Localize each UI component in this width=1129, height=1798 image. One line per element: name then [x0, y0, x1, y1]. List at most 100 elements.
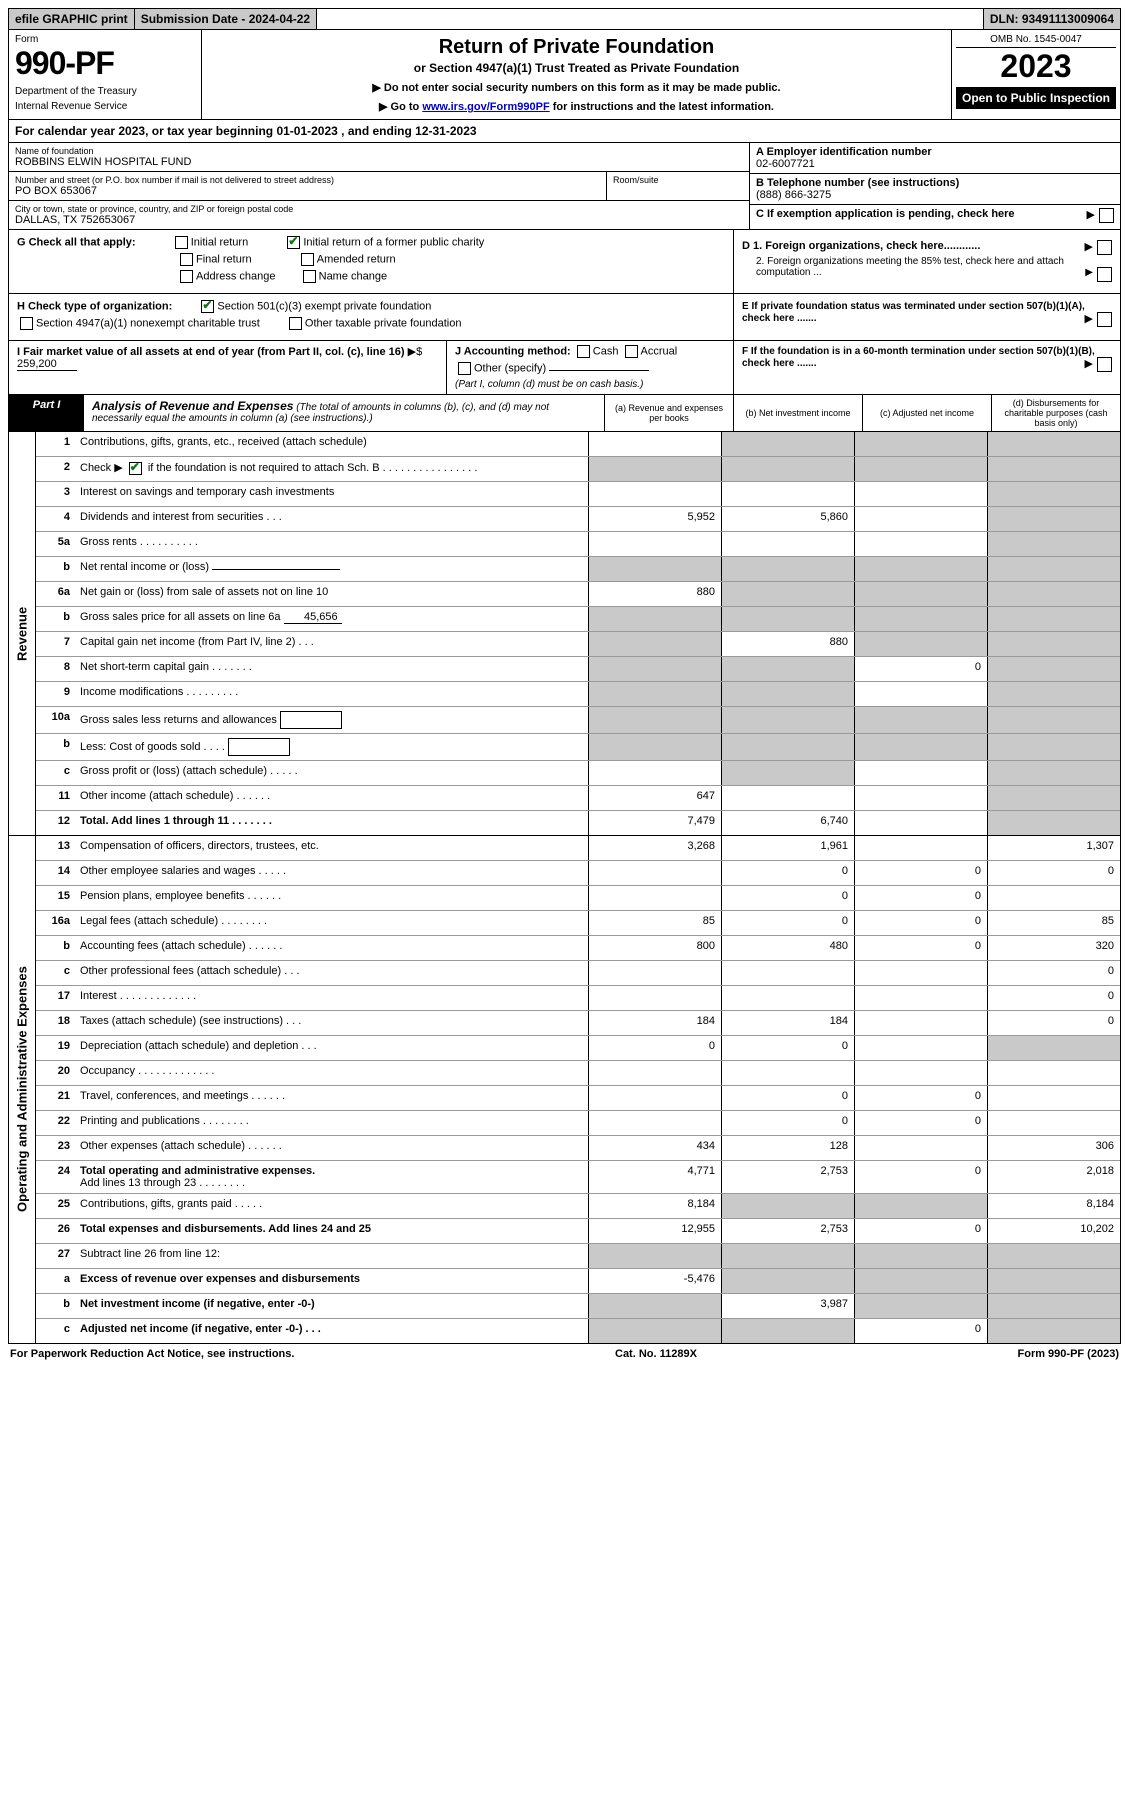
- j-other-input[interactable]: [549, 370, 649, 371]
- cell-d: 320: [987, 936, 1120, 960]
- cell-d: 0: [987, 961, 1120, 985]
- open-public-badge: Open to Public Inspection: [956, 87, 1116, 109]
- h-other-checkbox[interactable]: [289, 317, 302, 330]
- h-501c3-checkbox[interactable]: [201, 300, 214, 313]
- row-num: 1: [36, 432, 76, 456]
- cell-d: [987, 1244, 1120, 1268]
- form-word: Form: [15, 34, 195, 45]
- r2-checkbox[interactable]: [129, 462, 142, 475]
- part1-desc: Analysis of Revenue and Expenses (The to…: [84, 395, 604, 431]
- row-label: Occupancy . . . . . . . . . . . . .: [76, 1061, 588, 1085]
- row-label: Less: Cost of goods sold . . . .: [76, 734, 588, 760]
- addr-value: PO BOX 653067: [15, 185, 600, 197]
- cell-c: 0: [854, 936, 987, 960]
- cell-d: [987, 1086, 1120, 1110]
- r10a-box[interactable]: [280, 711, 342, 729]
- amended-return-checkbox[interactable]: [301, 253, 314, 266]
- d1-checkbox[interactable]: [1097, 240, 1112, 255]
- initial-return-checkbox[interactable]: [175, 236, 188, 249]
- f-checkbox[interactable]: [1097, 357, 1112, 372]
- name-label: Name of foundation: [15, 146, 743, 156]
- cell-c: [854, 432, 987, 456]
- j-other: Other (specify): [474, 362, 546, 374]
- cell-c: 0: [854, 861, 987, 885]
- row-label: Excess of revenue over expenses and disb…: [76, 1269, 588, 1293]
- cell-b: 0: [721, 861, 854, 885]
- row-label: Taxes (attach schedule) (see instruction…: [76, 1011, 588, 1035]
- efile-label[interactable]: efile GRAPHIC print: [9, 9, 135, 29]
- omb-number: OMB No. 1545-0047: [956, 34, 1116, 48]
- row-num: b: [36, 734, 76, 760]
- dln-label: DLN: 93491113009064: [983, 9, 1120, 29]
- j-other-checkbox[interactable]: [458, 362, 471, 375]
- c-checkbox[interactable]: [1099, 208, 1114, 223]
- final-return-checkbox[interactable]: [180, 253, 193, 266]
- row-num: b: [36, 936, 76, 960]
- cell-c: 0: [854, 1086, 987, 1110]
- row-25: 25 Contributions, gifts, grants paid . .…: [36, 1194, 1120, 1219]
- submission-date: Submission Date - 2024-04-22: [135, 9, 317, 29]
- row-num: 23: [36, 1136, 76, 1160]
- cell-a: 7,479: [588, 811, 721, 835]
- row-num: 12: [36, 811, 76, 835]
- row-num: 4: [36, 507, 76, 531]
- row-label: Net gain or (loss) from sale of assets n…: [76, 582, 588, 606]
- cell-a: 434: [588, 1136, 721, 1160]
- row-label: Interest . . . . . . . . . . . . .: [76, 986, 588, 1010]
- cell-b: 0: [721, 911, 854, 935]
- cell-d: [987, 707, 1120, 733]
- cell-a: [588, 632, 721, 656]
- row-num: c: [36, 961, 76, 985]
- row-label: Income modifications . . . . . . . . .: [76, 682, 588, 706]
- expenses-section: Operating and Administrative Expenses 13…: [8, 836, 1121, 1344]
- initial-former-checkbox[interactable]: [287, 236, 300, 249]
- top-bar: efile GRAPHIC print Submission Date - 20…: [8, 8, 1121, 30]
- row-label: Travel, conferences, and meetings . . . …: [76, 1086, 588, 1110]
- row-13: 13 Compensation of officers, directors, …: [36, 836, 1120, 861]
- row-num: 24: [36, 1161, 76, 1193]
- cell-a: [588, 1061, 721, 1085]
- cell-c: 0: [854, 911, 987, 935]
- j-cash-checkbox[interactable]: [577, 345, 590, 358]
- d2-checkbox[interactable]: [1097, 267, 1112, 282]
- cell-d: [987, 811, 1120, 835]
- phone-cell: B Telephone number (see instructions) (8…: [750, 174, 1120, 205]
- j-note: (Part I, column (d) must be on cash basi…: [455, 379, 725, 390]
- i-label: I Fair market value of all assets at end…: [17, 346, 405, 358]
- cell-a: 8,184: [588, 1194, 721, 1218]
- phone-label: B Telephone number (see instructions): [756, 177, 1114, 189]
- cell-b: 0: [721, 1111, 854, 1135]
- address-change-checkbox[interactable]: [180, 270, 193, 283]
- cell-b: [721, 1319, 854, 1343]
- row-6b: b Gross sales price for all assets on li…: [36, 607, 1120, 632]
- i-value: 259,200: [17, 358, 77, 371]
- room-suite: Room/suite: [606, 172, 749, 200]
- cell-b: [721, 682, 854, 706]
- row-num: 21: [36, 1086, 76, 1110]
- j-accrual-checkbox[interactable]: [625, 345, 638, 358]
- cell-c: 0: [854, 1161, 987, 1193]
- cell-a: 5,952: [588, 507, 721, 531]
- arrow-icon: ▶: [1085, 357, 1093, 370]
- h-4947-checkbox[interactable]: [20, 317, 33, 330]
- row-7: 7 Capital gain net income (from Part IV,…: [36, 632, 1120, 657]
- main-title: Return of Private Foundation: [208, 36, 945, 59]
- row-num: 20: [36, 1061, 76, 1085]
- cell-d: [987, 657, 1120, 681]
- cell-c: [854, 557, 987, 581]
- g-initial: Initial return: [191, 236, 248, 248]
- f-label: F If the foundation is in a 60-month ter…: [742, 346, 1095, 369]
- name-change-checkbox[interactable]: [303, 270, 316, 283]
- cell-c: [854, 1036, 987, 1060]
- r24-line2: Add lines 13 through 23 . . . . . . . .: [80, 1177, 584, 1189]
- r5b-input[interactable]: [212, 569, 340, 570]
- cell-d: [987, 582, 1120, 606]
- e-checkbox[interactable]: [1097, 312, 1112, 327]
- irs-link[interactable]: www.irs.gov/Form990PF: [422, 101, 549, 113]
- instr-1: ▶ Do not enter social security numbers o…: [208, 81, 945, 94]
- cell-d: 2,018: [987, 1161, 1120, 1193]
- row-27: 27 Subtract line 26 from line 12:: [36, 1244, 1120, 1269]
- row-num: 18: [36, 1011, 76, 1035]
- r10b-box[interactable]: [228, 738, 290, 756]
- cell-d: 10,202: [987, 1219, 1120, 1243]
